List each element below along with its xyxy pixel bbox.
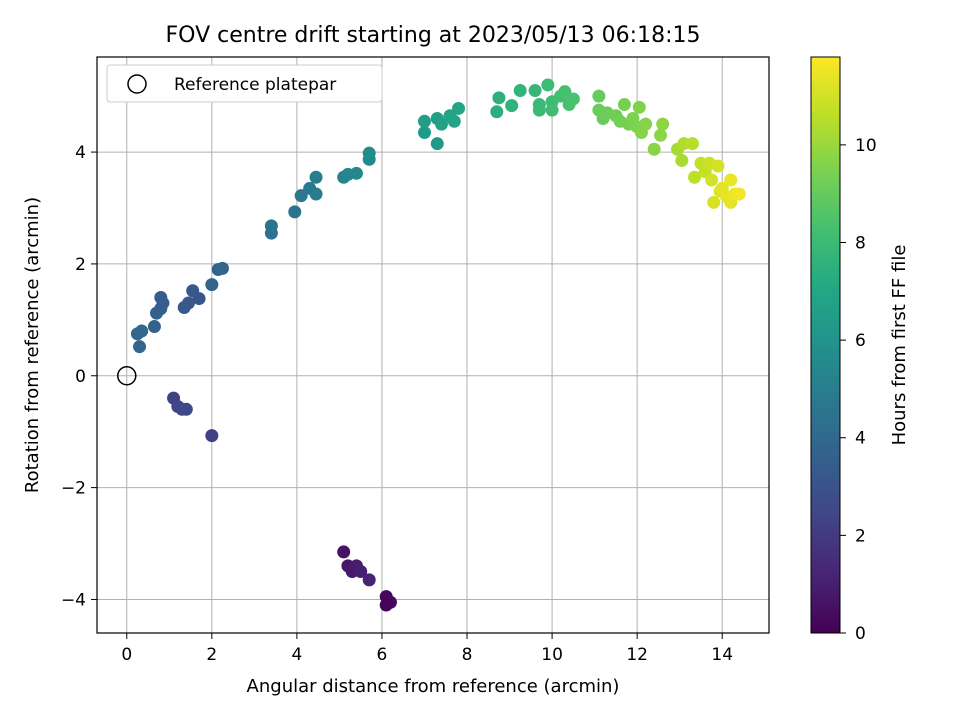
x-tick-label: 4 xyxy=(291,645,302,665)
data-point xyxy=(707,195,721,209)
data-point xyxy=(349,166,363,180)
x-tick-label: 6 xyxy=(377,645,388,665)
colorbar-tick-label: 0 xyxy=(855,624,866,644)
colorbar-tick-label: 6 xyxy=(855,331,866,351)
data-point xyxy=(532,103,546,117)
data-point xyxy=(192,292,206,306)
y-tick-label: −2 xyxy=(61,479,86,499)
data-point xyxy=(417,125,431,139)
data-point xyxy=(205,429,219,443)
data-point xyxy=(309,170,323,184)
y-axis-label: Rotation from reference (arcmin) xyxy=(22,197,43,493)
y-tick-label: −4 xyxy=(61,590,86,610)
data-point xyxy=(513,84,527,98)
legend: Reference platepar xyxy=(106,64,383,103)
data-point xyxy=(133,340,147,354)
data-point xyxy=(264,219,278,233)
colorbar-tick-label: 2 xyxy=(855,526,866,546)
y-axis-ticks: −4 −2 0 2 4 xyxy=(61,143,97,610)
colorbar-gradient xyxy=(810,56,841,634)
data-point xyxy=(379,598,393,612)
x-tick-label: 2 xyxy=(206,645,217,665)
data-point xyxy=(566,92,580,106)
data-point xyxy=(632,100,646,114)
data-point xyxy=(541,78,555,92)
legend-label: Reference platepar xyxy=(174,75,336,95)
data-point xyxy=(617,98,631,112)
legend-box xyxy=(106,64,383,103)
data-point xyxy=(417,114,431,128)
data-point xyxy=(505,99,519,113)
data-point xyxy=(362,146,376,160)
data-point xyxy=(492,91,506,105)
data-point xyxy=(558,85,572,99)
data-point xyxy=(430,137,444,151)
data-point xyxy=(135,324,149,338)
colorbar-tick-label: 4 xyxy=(855,429,866,449)
data-point xyxy=(647,142,661,156)
data-point xyxy=(362,573,376,587)
chart-title: FOV centre drift starting at 2023/05/13 … xyxy=(166,23,701,48)
colorbar-label: Hours from first FF file xyxy=(889,245,910,446)
data-point xyxy=(528,84,542,98)
data-point xyxy=(181,296,195,310)
data-point xyxy=(592,89,606,103)
data-point xyxy=(490,105,504,119)
data-point xyxy=(688,170,702,184)
data-point xyxy=(447,114,461,128)
data-point xyxy=(147,320,161,334)
data-point xyxy=(179,402,193,416)
data-point xyxy=(724,173,738,187)
data-point xyxy=(435,117,449,131)
data-point xyxy=(639,117,653,131)
colorbar-ticks: 0 2 4 6 8 10 xyxy=(840,136,877,644)
x-tick-label: 12 xyxy=(626,645,648,665)
plot-frame xyxy=(96,56,770,634)
x-axis-label: Angular distance from reference (arcmin) xyxy=(247,676,620,697)
legend-marker xyxy=(127,74,147,94)
data-point xyxy=(656,117,670,131)
data-point xyxy=(452,101,466,115)
data-point xyxy=(215,261,229,275)
data-point xyxy=(654,128,668,142)
data-point xyxy=(545,103,559,117)
data-point xyxy=(354,564,368,578)
data-point xyxy=(711,159,725,173)
y-tick-label: 0 xyxy=(75,367,86,387)
x-tick-label: 10 xyxy=(541,645,563,665)
x-tick-label: 8 xyxy=(462,645,473,665)
reference-platepar-marker xyxy=(117,366,137,386)
data-point xyxy=(288,205,302,219)
data-point xyxy=(732,187,746,201)
colorbar-tick-label: 8 xyxy=(855,233,866,253)
x-tick-label: 14 xyxy=(711,645,733,665)
data-point xyxy=(309,187,323,201)
data-point xyxy=(675,153,689,167)
colorbar-tick-label: 10 xyxy=(855,136,877,156)
x-axis-ticks: 0 2 4 6 8 10 12 14 xyxy=(121,633,733,665)
y-tick-label: 2 xyxy=(75,255,86,275)
data-point xyxy=(705,173,719,187)
data-point xyxy=(156,296,170,310)
scatter-points xyxy=(130,78,746,612)
y-tick-label: 4 xyxy=(75,143,86,163)
data-point xyxy=(685,137,699,151)
data-point xyxy=(205,278,219,292)
x-tick-label: 0 xyxy=(121,645,132,665)
data-point xyxy=(337,545,351,559)
data-point xyxy=(294,189,308,203)
colorbar: 0 2 4 6 8 10 Hours from first FF file xyxy=(810,56,910,644)
